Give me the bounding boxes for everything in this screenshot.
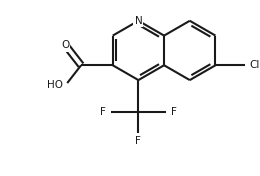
Text: HO: HO (47, 80, 63, 90)
Text: N: N (134, 16, 142, 26)
Text: Cl: Cl (250, 60, 260, 70)
Text: O: O (61, 40, 69, 51)
Text: F: F (100, 107, 106, 117)
Text: F: F (135, 136, 141, 146)
Text: F: F (171, 107, 177, 117)
